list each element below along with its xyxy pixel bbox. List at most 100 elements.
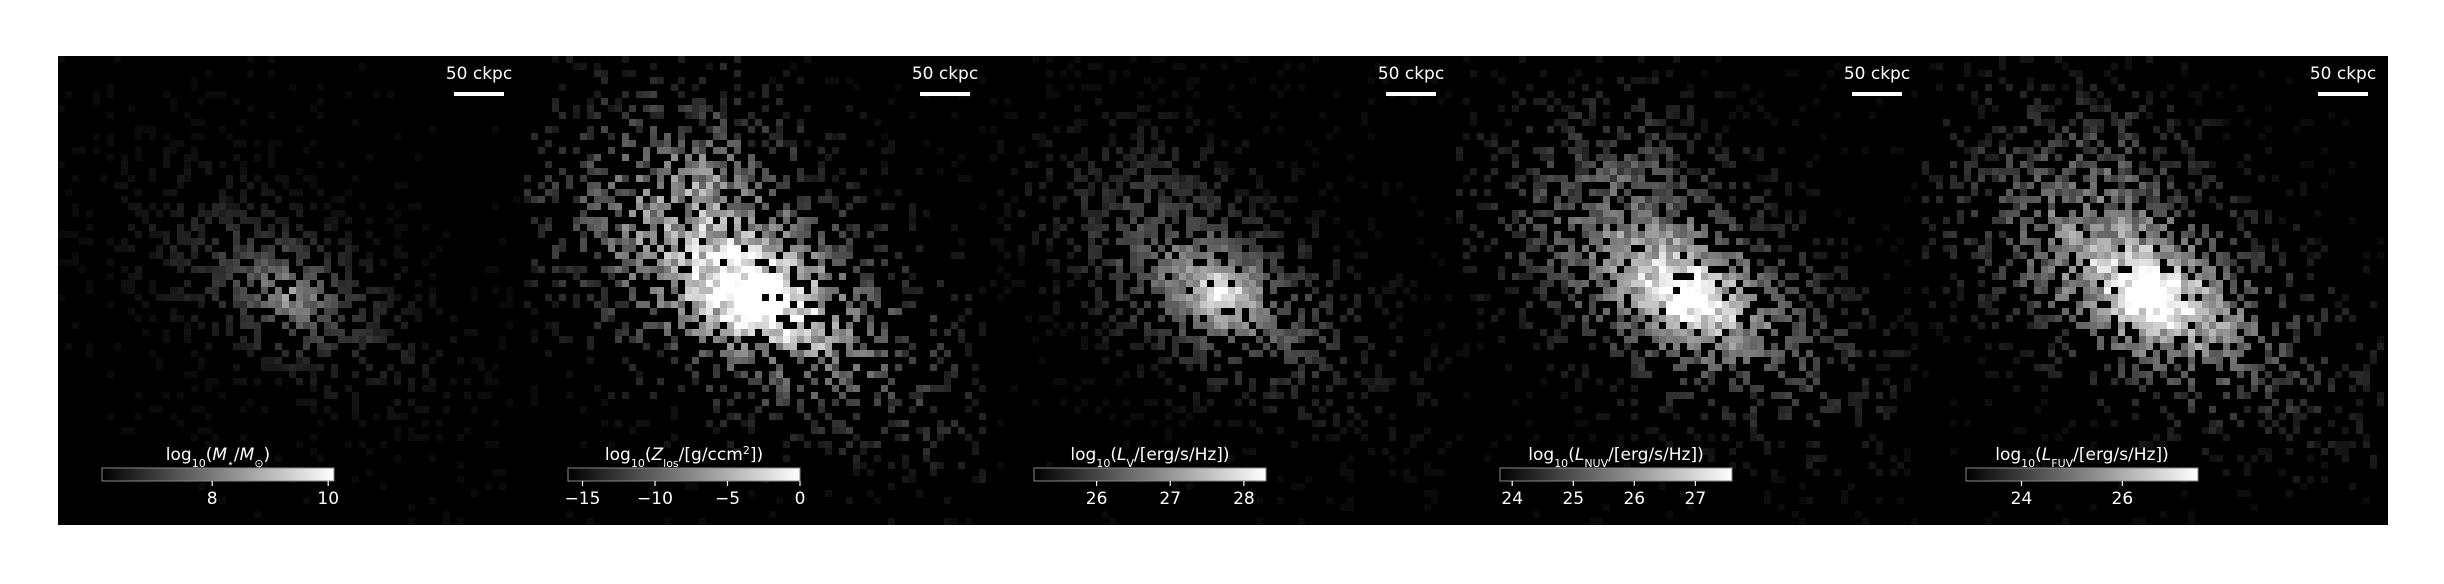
- map-pixel: [990, 238, 997, 245]
- map-pixel: [1757, 308, 1764, 315]
- map-pixel: [2034, 168, 2041, 175]
- map-pixel: [1575, 112, 1582, 119]
- map-pixel: [1256, 315, 1263, 322]
- map-pixel: [2237, 161, 2244, 168]
- map-pixel: [156, 294, 163, 301]
- map-pixel: [352, 119, 359, 126]
- map-pixel: [212, 322, 219, 329]
- map-pixel: [531, 266, 538, 273]
- map-pixel: [324, 350, 331, 357]
- map-pixel: [1102, 203, 1109, 210]
- map-pixel: [657, 462, 664, 469]
- map-pixel: [296, 287, 303, 294]
- map-pixel: [2034, 280, 2041, 287]
- map-pixel: [524, 196, 531, 203]
- map-pixel: [1347, 154, 1354, 161]
- map-pixel: [1666, 259, 1673, 266]
- map-pixel: [1750, 392, 1757, 399]
- map-pixel: [1603, 287, 1610, 294]
- map-pixel: [1186, 364, 1193, 371]
- map-pixel: [615, 189, 622, 196]
- map-pixel: [1165, 378, 1172, 385]
- map-pixel: [2090, 98, 2097, 105]
- map-pixel: [594, 196, 601, 203]
- map-pixel: [1722, 287, 1729, 294]
- map-pixel: [1547, 336, 1554, 343]
- map-pixel: [1666, 399, 1673, 406]
- map-pixel: [867, 329, 874, 336]
- map-pixel: [1368, 287, 1375, 294]
- map-pixel: [100, 175, 107, 182]
- map-pixel: [1130, 238, 1137, 245]
- map-pixel: [2069, 189, 2076, 196]
- scalebar: [1386, 92, 1436, 96]
- map-pixel: [373, 315, 380, 322]
- map-pixel: [1207, 273, 1214, 280]
- map-pixel: [1631, 196, 1638, 203]
- map-pixel: [811, 175, 818, 182]
- map-pixel: [1011, 280, 1018, 287]
- map-pixel: [1855, 406, 1862, 413]
- map-pixel: [1200, 238, 1207, 245]
- map-pixel: [1841, 147, 1848, 154]
- map-pixel: [2146, 112, 2153, 119]
- map-pixel: [1249, 266, 1256, 273]
- map-pixel: [422, 371, 429, 378]
- map-pixel: [331, 329, 338, 336]
- map-pixel: [678, 168, 685, 175]
- map-pixel: [678, 77, 685, 84]
- map-pixel: [485, 483, 492, 490]
- map-pixel: [1554, 196, 1561, 203]
- map-pixel: [1228, 84, 1235, 91]
- map-pixel: [1820, 455, 1827, 462]
- map-pixel: [1673, 322, 1680, 329]
- map-pixel: [1242, 448, 1249, 455]
- map-pixel: [1277, 427, 1284, 434]
- map-pixel: [874, 455, 881, 462]
- map-pixel: [2167, 175, 2174, 182]
- map-pixel: [1256, 252, 1263, 259]
- map-pixel: [1687, 168, 1694, 175]
- map-pixel: [2209, 119, 2216, 126]
- map-pixel: [1957, 140, 1964, 147]
- map-pixel: [748, 287, 755, 294]
- map-pixel: [373, 287, 380, 294]
- map-pixel: [205, 245, 212, 252]
- map-pixel: [2041, 168, 2048, 175]
- map-pixel: [2167, 161, 2174, 168]
- colorbar-tick-label: −10: [637, 489, 673, 509]
- map-pixel: [1799, 182, 1806, 189]
- map-pixel: [1694, 434, 1701, 441]
- map-pixel: [853, 224, 860, 231]
- map-pixel: [1957, 280, 1964, 287]
- map-pixel: [2188, 224, 2195, 231]
- map-pixel: [1256, 336, 1263, 343]
- map-pixel: [345, 336, 352, 343]
- map-pixel: [1200, 280, 1207, 287]
- map-pixel: [671, 245, 678, 252]
- map-pixel: [1137, 203, 1144, 210]
- map-pixel: [1645, 273, 1652, 280]
- map-pixel: [1813, 455, 1820, 462]
- map-pixel: [734, 119, 741, 126]
- map-pixel: [289, 301, 296, 308]
- map-pixel: [1123, 168, 1130, 175]
- map-pixel: [1438, 469, 1445, 476]
- map-pixel: [1130, 301, 1137, 308]
- map-pixel: [1396, 182, 1403, 189]
- map-pixel: [1410, 441, 1417, 448]
- map-pixel: [650, 196, 657, 203]
- map-pixel: [832, 245, 839, 252]
- map-pixel: [268, 210, 275, 217]
- map-pixel: [671, 273, 678, 280]
- map-pixel: [1158, 161, 1165, 168]
- map-pixel: [846, 441, 853, 448]
- map-pixel: [2188, 168, 2195, 175]
- map-pixel: [888, 518, 895, 525]
- map-pixel: [1708, 315, 1715, 322]
- map-pixel: [2146, 56, 2153, 63]
- map-pixel: [1130, 56, 1137, 63]
- map-pixel: [923, 385, 930, 392]
- map-pixel: [545, 224, 552, 231]
- map-pixel: [268, 147, 275, 154]
